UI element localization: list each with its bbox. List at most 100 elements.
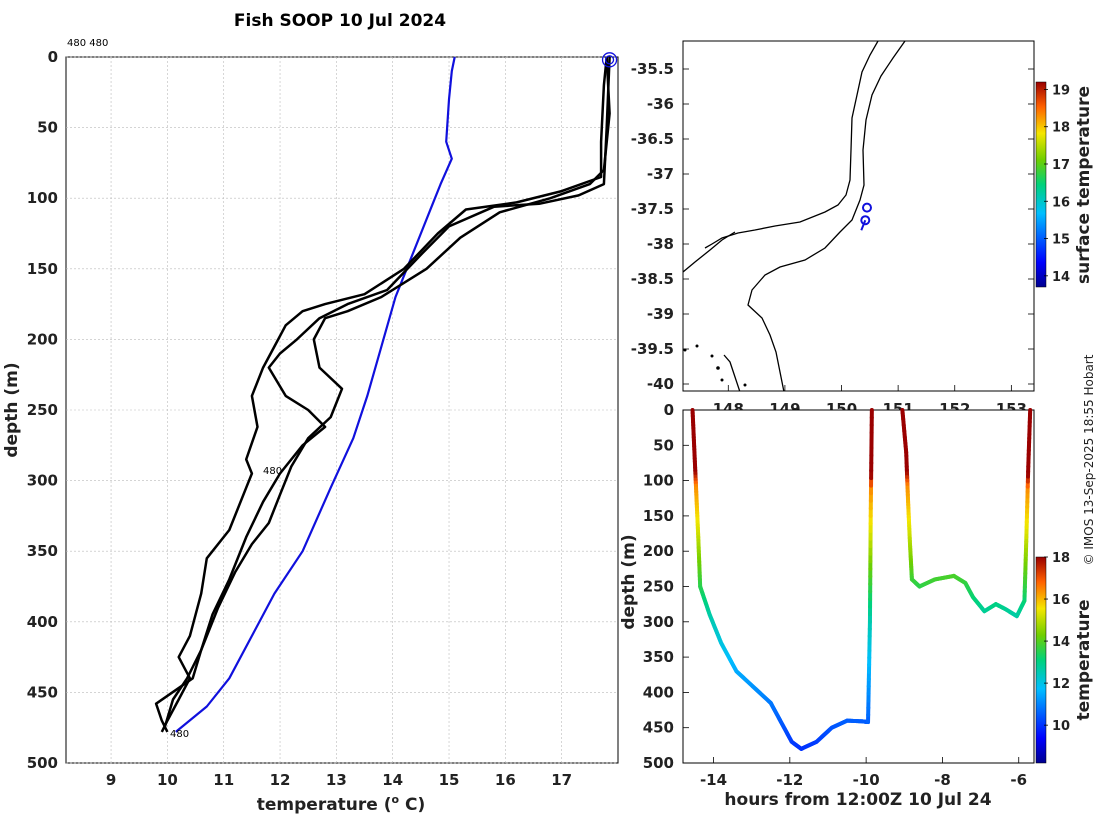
y-tick-label: 500	[27, 754, 58, 772]
dt-y-tick-label: 500	[643, 754, 674, 772]
depth-time-x-label: hours from 12:00Z 10 Jul 24	[724, 790, 991, 810]
y-tick-label: 350	[27, 542, 58, 560]
series-line-climatology	[175, 56, 456, 733]
map-colorbar-tick-label: 17	[1052, 158, 1070, 173]
map-y-tick-label: -40	[647, 375, 674, 393]
dt-y-tick-label: 400	[643, 683, 674, 701]
map-colorbar-tick-label: 19	[1052, 83, 1070, 98]
profile-chart: 9 10 11 12 13 14 15 16 17 0 50 100 150 200 250 300 350 4…	[2, 11, 619, 815]
x-axis-label: temperature (o C)	[257, 793, 426, 815]
profile-x-ticks: 9 10 11 12 13 14 15 16 17	[106, 771, 572, 789]
temperature-colorbar-ticks: 10 12 14 16 18	[1044, 551, 1070, 734]
map-colorbar-ticks: 14 15 16 17 18 19	[1044, 83, 1070, 285]
x-tick-label: 9	[106, 771, 116, 789]
x-tick-label: 11	[213, 771, 234, 789]
map-y-tick-label: -35.5	[631, 60, 674, 78]
dt-y-tick-label: 50	[653, 436, 674, 454]
depth-time-x-ticks: -14 -12 -10 -8 -6	[700, 757, 1027, 789]
dt-x-tick-label: -10	[853, 771, 880, 789]
dt-y-tick-label: 100	[643, 472, 674, 490]
map-plot-area	[682, 40, 1035, 392]
x-tick-label: 17	[551, 771, 572, 789]
depth-time-y-ticks: 0 50 100 150 200 250 300 350 400 450 500	[643, 401, 689, 772]
dt-y-tick-label: 300	[643, 613, 674, 631]
map-y-tick-label: -38	[647, 235, 674, 253]
depth-time-plot-area	[682, 409, 1035, 764]
map-y-tick-label: -36	[647, 95, 674, 113]
x-tick-label: 13	[326, 771, 347, 789]
series-line-profile-c	[154, 56, 611, 733]
dt-y-tick-label: 450	[643, 719, 674, 737]
map-y-tick-label: -37.5	[631, 200, 674, 218]
y-tick-label: 400	[27, 613, 58, 631]
x-tick-label: 12	[270, 771, 291, 789]
x-tick-label: 15	[439, 771, 460, 789]
credit-text: © IMOS 13-Sep-2025 18:55 Hobart	[1082, 354, 1096, 565]
map-colorbar-tick-label: 18	[1052, 121, 1070, 136]
y-axis-label: depth (m)	[2, 362, 22, 457]
depth-time-chart: -14 -12 -10 -8 -6 0 50 100 150 200 250 300 350 400 45…	[619, 401, 1094, 810]
dt-x-tick-label: -12	[776, 771, 803, 789]
map-colorbar-tick-label: 15	[1052, 233, 1070, 248]
track-point	[861, 202, 872, 213]
map-colorbar	[1035, 81, 1047, 288]
y-tick-label: 100	[27, 189, 58, 207]
temperature-colorbar-tick-label: 12	[1052, 677, 1070, 692]
top-profile-label: 480 480	[67, 38, 108, 49]
temperature-colorbar-tick-label: 16	[1052, 593, 1070, 608]
x-tick-label: 16	[495, 771, 516, 789]
map-chart: -35.5 -36 -36.5 -37 -37.5 -38 -38.5 -39 -39.5 -40…	[631, 40, 1094, 418]
coastline-west	[683, 231, 736, 273]
profile-grid	[66, 56, 618, 764]
y-tick-label: 200	[27, 330, 58, 348]
dt-y-tick-label: 200	[643, 542, 674, 560]
temperature-colorbar-tick-label: 18	[1052, 551, 1070, 566]
profile-end-label-2: 480	[170, 729, 189, 740]
coastline-south	[723, 354, 741, 391]
y-tick-label: 150	[27, 260, 58, 278]
y-tick-label: 50	[37, 119, 58, 137]
temperature-colorbar-label: temperature	[1074, 599, 1094, 720]
y-tick-label: 250	[27, 401, 58, 419]
surface-marker-inner	[604, 55, 615, 65]
island	[720, 378, 724, 382]
x-tick-label: 10	[157, 771, 178, 789]
dt-y-tick-label: 250	[643, 578, 674, 596]
coastline	[683, 41, 906, 391]
dt-y-tick-label: 0	[664, 401, 674, 419]
map-y-ticks: -35.5 -36 -36.5 -37 -37.5 -38 -38.5 -39 -39.5 -40	[631, 60, 1034, 393]
dt-x-tick-label: -14	[700, 771, 727, 789]
profile-end-label-1: 480	[263, 466, 282, 477]
temperature-colorbar-tick-label: 10	[1052, 719, 1070, 734]
dt-y-tick-label: 350	[643, 648, 674, 666]
map-colorbar-tick-label: 16	[1052, 195, 1070, 210]
chart-title: Fish SOOP 10 Jul 2024	[234, 11, 446, 31]
map-y-tick-label: -37	[647, 165, 674, 183]
map-colorbar-label: surface temperature	[1074, 86, 1094, 284]
depth-time-y-label: depth (m)	[619, 534, 639, 629]
surface-marker-outer	[601, 52, 618, 68]
temperature-colorbar-tick-label: 14	[1052, 635, 1070, 650]
map-track	[860, 202, 872, 231]
y-tick-label: 300	[27, 472, 58, 490]
track-line	[860, 219, 867, 231]
x-tick-label: 14	[382, 771, 403, 789]
profile-y-ticks: 0 50 100 150 200 250 300 350 400 450 500	[27, 48, 58, 772]
map-y-tick-label: -39.5	[631, 340, 674, 358]
island	[695, 344, 699, 348]
dt-x-tick-label: -8	[934, 771, 951, 789]
dt-y-tick-label: 150	[643, 507, 674, 525]
depth-time-tracks	[690, 408, 1033, 751]
island	[716, 366, 720, 370]
map-y-tick-label: -36.5	[631, 130, 674, 148]
island	[743, 383, 747, 387]
dt-x-tick-label: -6	[1010, 771, 1027, 789]
island	[710, 354, 714, 358]
y-tick-label: 450	[27, 683, 58, 701]
y-tick-label: 0	[48, 48, 58, 66]
map-y-tick-label: -38.5	[631, 270, 674, 288]
track-point	[860, 215, 871, 226]
coastline-inner	[704, 41, 879, 249]
map-colorbar-tick-label: 14	[1052, 270, 1070, 285]
